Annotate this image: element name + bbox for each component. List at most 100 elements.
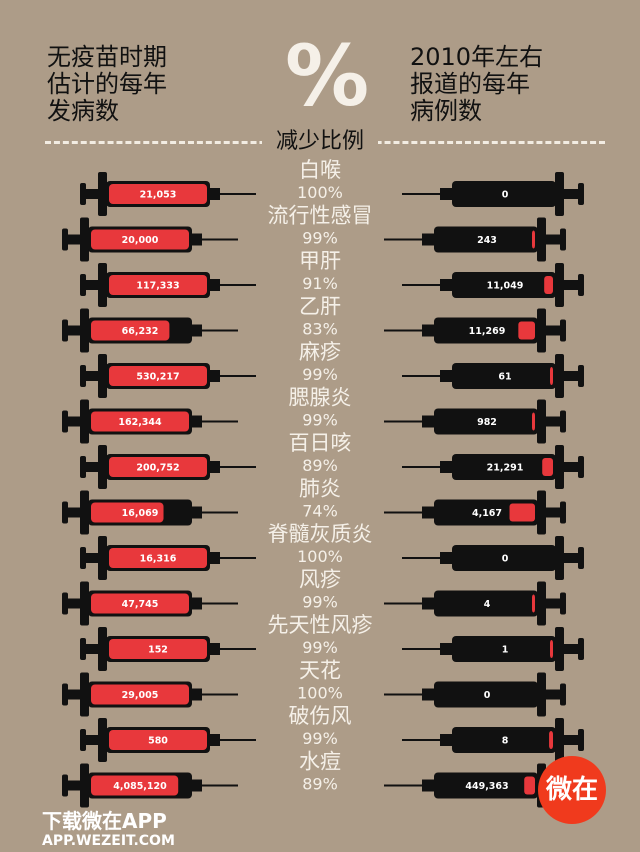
- tip: [422, 597, 434, 610]
- tip: [422, 506, 434, 519]
- before-syringe: 530,217: [80, 354, 256, 398]
- flange: [537, 672, 546, 717]
- plunger-handle: [80, 365, 86, 387]
- reduction-percent: 100%: [297, 183, 343, 202]
- plunger-handle: [80, 547, 86, 569]
- after-syringe: 11,049: [402, 263, 584, 307]
- plunger-rod: [564, 462, 578, 472]
- tip: [440, 279, 452, 291]
- reduction-percent: 99%: [302, 411, 338, 430]
- before-fill-bar: [109, 184, 207, 204]
- needle: [402, 466, 440, 468]
- after-syringe: 11,269: [384, 308, 566, 353]
- plunger-rod: [68, 780, 82, 791]
- before-syringe: 152: [80, 627, 256, 671]
- plunger-handle: [578, 456, 584, 478]
- before-value: 530,217: [136, 372, 179, 383]
- needle: [202, 784, 238, 787]
- plunger-handle: [80, 638, 86, 660]
- barrel: [434, 226, 538, 253]
- plunger-handle: [62, 228, 68, 251]
- plunger-handle: [560, 592, 566, 615]
- reduction-percent: 83%: [302, 320, 338, 339]
- disease-name: 白喉: [299, 158, 341, 182]
- flange: [80, 672, 89, 717]
- plunger-handle: [560, 683, 566, 706]
- before-syringe: 162,344: [62, 399, 238, 444]
- needle: [402, 375, 440, 377]
- tip: [422, 688, 434, 701]
- needle: [220, 557, 256, 559]
- needle: [220, 466, 256, 468]
- disease-name: 百日咳: [289, 431, 352, 455]
- disease-name: 风疹: [299, 568, 341, 592]
- after-value: 8: [502, 736, 509, 747]
- barrel: [452, 363, 556, 389]
- after-value: 11,269: [469, 326, 506, 337]
- plunger-rod: [86, 280, 100, 290]
- plunger-handle: [62, 410, 68, 433]
- before-vaccine-header: 无疫苗时期 估计的每年 发病数: [47, 44, 167, 125]
- tip: [422, 233, 434, 246]
- needle: [202, 602, 238, 605]
- flange: [555, 354, 564, 398]
- reduction-percent: 89%: [302, 775, 338, 794]
- after-value: 0: [484, 690, 491, 701]
- disease-name: 乙肝: [299, 295, 341, 319]
- tip: [210, 279, 220, 291]
- before-value: 117,333: [136, 281, 179, 292]
- before-fill-bar: [109, 639, 207, 659]
- reduction-percent: 74%: [302, 502, 338, 521]
- flange: [98, 445, 107, 489]
- before-value: 200,752: [136, 463, 179, 474]
- needle: [402, 557, 440, 559]
- reduction-percent: 100%: [297, 684, 343, 703]
- needle: [402, 739, 440, 741]
- flange: [98, 263, 107, 307]
- tip: [210, 552, 220, 564]
- needle: [384, 329, 422, 332]
- barrel: [452, 636, 556, 662]
- before-fill-bar: [109, 548, 207, 568]
- disease-name: 天花: [299, 659, 341, 683]
- reduction-percent: 99%: [302, 229, 338, 248]
- before-value: 47,745: [122, 599, 159, 610]
- plunger-rod: [86, 644, 100, 654]
- header-line: 无疫苗时期: [47, 43, 167, 71]
- tip: [210, 643, 220, 655]
- flange: [555, 172, 564, 216]
- needle: [384, 784, 422, 787]
- needle: [220, 375, 256, 377]
- plunger-handle: [62, 774, 68, 797]
- before-syringe: 66,232: [62, 308, 238, 353]
- header-line: 病例数: [410, 97, 482, 125]
- barrel: [434, 317, 538, 344]
- flange: [555, 263, 564, 307]
- reduction-percent: 99%: [302, 729, 338, 748]
- after-fill-bar: [550, 640, 553, 658]
- after-syringe: 0: [402, 536, 584, 580]
- needle: [202, 693, 238, 696]
- needle: [220, 648, 256, 650]
- disease-name: 肺炎: [299, 477, 341, 501]
- after-fill-bar: [550, 367, 553, 385]
- reduction-percent: 89%: [302, 456, 338, 475]
- plunger-handle: [578, 274, 584, 296]
- plunger-handle: [62, 683, 68, 706]
- wezeit-logo[interactable]: 微在: [538, 756, 606, 824]
- after-fill-bar: [524, 776, 535, 795]
- before-syringe: 580: [80, 718, 256, 762]
- flange: [555, 627, 564, 671]
- flange: [537, 217, 546, 262]
- before-syringe: 4,085,120: [62, 763, 238, 808]
- disease-name: 腮腺炎: [289, 386, 352, 410]
- before-fill-bar: [91, 229, 189, 250]
- flange: [80, 763, 89, 808]
- flange: [80, 308, 89, 353]
- before-value: 29,005: [122, 690, 159, 701]
- needle: [202, 511, 238, 514]
